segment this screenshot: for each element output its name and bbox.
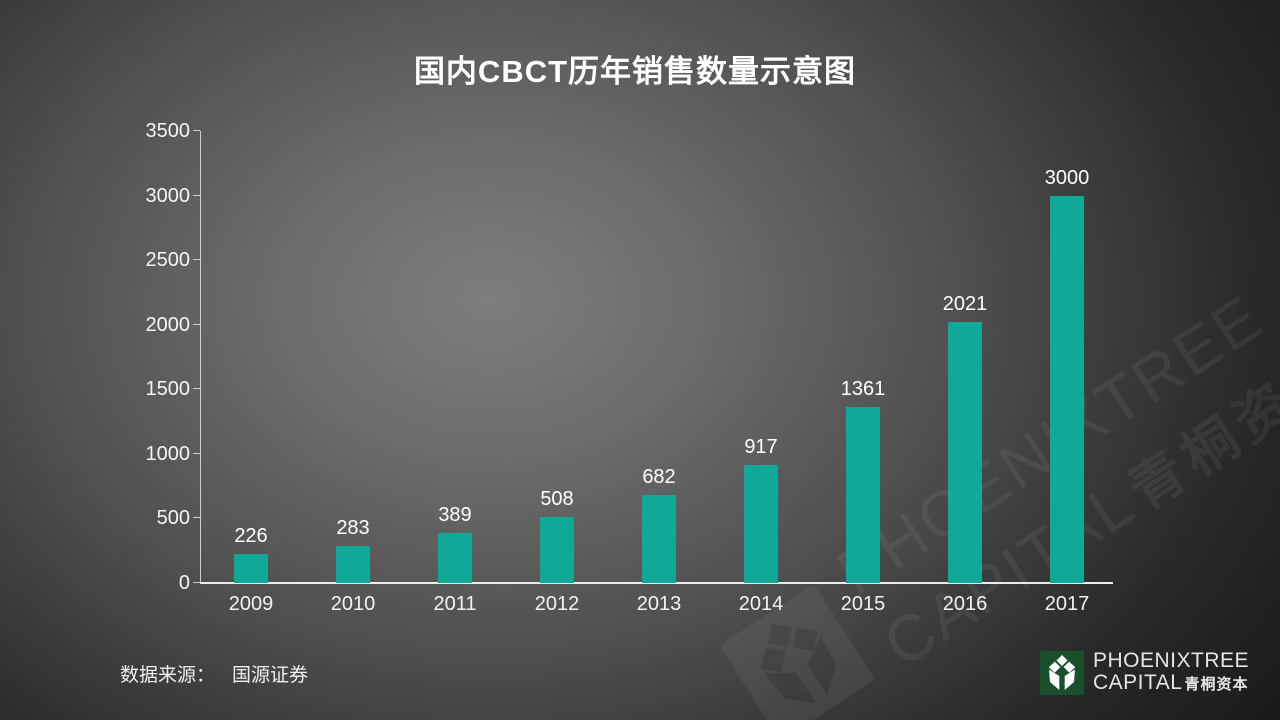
y-tick xyxy=(193,130,200,131)
bar-value-label: 226 xyxy=(234,525,268,547)
bar-value-label: 283 xyxy=(336,517,370,539)
y-tick-label: 2500 xyxy=(145,249,191,272)
x-tick-label: 2010 xyxy=(330,593,376,615)
bar-value-label: 917 xyxy=(744,436,778,458)
bar-2009 xyxy=(234,554,268,583)
x-tick-label: 2011 xyxy=(433,593,477,615)
bar-value-label: 3000 xyxy=(1044,167,1090,189)
source-note: 数据来源： 国源证券 xyxy=(120,660,308,687)
bar-2015 xyxy=(846,407,880,583)
y-tick xyxy=(193,388,200,390)
x-tick-label: 2016 xyxy=(942,593,988,615)
y-tick xyxy=(193,259,200,261)
bar-2014 xyxy=(744,465,778,583)
y-axis-line xyxy=(200,131,201,584)
watermark-line2-cjk: 青桐资本 xyxy=(1118,334,1280,522)
x-tick-label: 2015 xyxy=(840,593,886,615)
y-tick xyxy=(193,517,200,519)
y-tick-label: 3000 xyxy=(145,184,191,207)
bar-2012 xyxy=(540,517,574,583)
x-tick-label: 2009 xyxy=(228,593,274,615)
brand-line1: PHOENIXTREE xyxy=(1093,649,1250,672)
brand-logo: PHOENIXTREE CAPITAL 青桐资本 xyxy=(1040,650,1249,696)
y-tick xyxy=(193,452,200,454)
y-tick-label: 0 xyxy=(178,572,190,594)
x-tick-label: 2017 xyxy=(1044,593,1090,615)
bar-value-label: 508 xyxy=(540,488,574,510)
y-tick-label: 2000 xyxy=(145,313,191,336)
bar-value-label: 682 xyxy=(642,466,676,488)
x-tick-label: 2014 xyxy=(738,593,784,615)
y-tick-label: 500 xyxy=(156,507,190,530)
brand-line2-cjk: 青桐资本 xyxy=(1184,676,1249,693)
bar-value-label: 2021 xyxy=(942,293,988,315)
bar-value-label: 1361 xyxy=(840,378,886,400)
y-tick-label: 1000 xyxy=(145,442,191,465)
y-tick-label: 1500 xyxy=(145,378,191,401)
brand-text: PHOENIXTREE CAPITAL 青桐资本 xyxy=(1093,650,1249,696)
bar-2013 xyxy=(642,495,676,583)
cube-logo-icon xyxy=(1040,651,1084,695)
source-value: 国源证券 xyxy=(232,665,309,686)
y-tick xyxy=(193,194,200,196)
x-tick-label: 2013 xyxy=(636,593,682,615)
bar-value-label: 389 xyxy=(438,504,472,526)
x-tick-label: 2012 xyxy=(534,593,580,615)
bar-2016 xyxy=(948,322,982,583)
y-tick xyxy=(193,582,200,583)
y-tick-label: 3500 xyxy=(145,120,191,142)
chart-title: 国内CBCT历年销售数量示意图 xyxy=(413,54,857,89)
bar-2010 xyxy=(336,546,370,583)
brand-line2: CAPITAL 青桐资本 xyxy=(1093,671,1249,694)
y-tick xyxy=(193,323,200,325)
bar-2011 xyxy=(438,533,472,583)
source-label: 数据来源： xyxy=(120,665,216,686)
bar-2017 xyxy=(1050,196,1084,583)
x-axis-line xyxy=(200,582,1113,584)
plot-area: 0 500 1000 1500 2000 2500 3000 3500 226 2009 283 20… xyxy=(146,120,1113,615)
